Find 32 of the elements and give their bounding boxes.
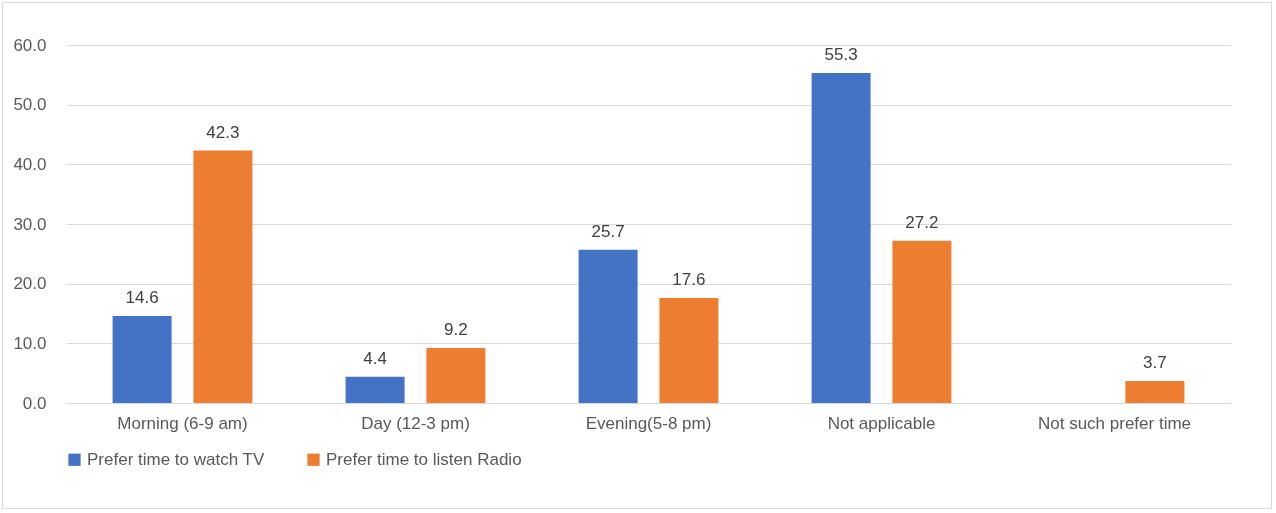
bar (426, 348, 486, 403)
data-label: 4.4 (363, 348, 387, 368)
bar (193, 150, 253, 403)
y-tick-label: 30.0 (13, 214, 47, 234)
data-label: 9.2 (444, 320, 468, 340)
data-label: 17.6 (672, 269, 706, 289)
bar (345, 376, 405, 403)
x-tick-label: Day (12-3 pm) (361, 413, 470, 433)
y-tick-label: 50.0 (13, 95, 47, 115)
data-label: 42.3 (206, 122, 240, 142)
y-tick-label: 60.0 (13, 35, 47, 55)
bar (1125, 380, 1185, 403)
x-tick-label: Not such prefer time (1037, 413, 1192, 433)
x-tick-label: Evening(5-8 pm) (585, 413, 712, 433)
data-label: 3.7 (1143, 352, 1167, 372)
data-label: 14.6 (125, 287, 159, 307)
bar (659, 297, 719, 403)
x-tick-label: Morning (6-9 am) (117, 413, 248, 433)
y-tick-label: 20.0 (13, 274, 47, 294)
data-label: 27.2 (905, 212, 939, 232)
y-tick-label: 40.0 (13, 154, 47, 174)
legend-label: Prefer time to watch TV (87, 449, 265, 469)
y-tick-label: 0.0 (22, 393, 47, 413)
y-tick-label: 10.0 (13, 333, 47, 353)
data-label: 25.7 (591, 221, 625, 241)
x-tick-label: Not applicable (827, 413, 936, 433)
legend-label: Prefer time to listen Radio (326, 449, 522, 469)
data-label: 55.3 (824, 45, 858, 65)
bar (112, 315, 172, 403)
bar (578, 249, 638, 403)
bar (892, 240, 952, 403)
bar (811, 73, 871, 403)
